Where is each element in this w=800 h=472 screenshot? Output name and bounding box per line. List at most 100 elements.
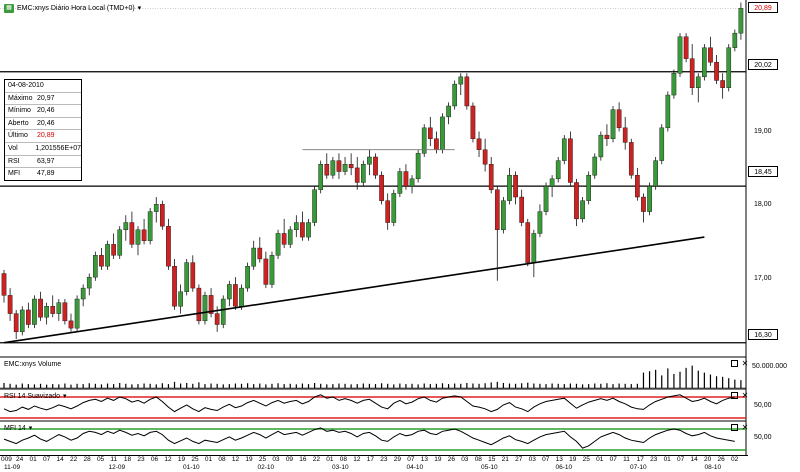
candle-body xyxy=(44,306,49,318)
candle-body xyxy=(367,156,372,165)
candle-body xyxy=(208,295,214,314)
volume-bar xyxy=(533,383,535,388)
volume-bar xyxy=(374,384,377,388)
close-icon[interactable]: ✕ xyxy=(741,359,749,368)
candle-body xyxy=(592,156,598,176)
close-icon[interactable]: ✕ xyxy=(741,423,749,432)
volume-bar xyxy=(466,382,468,388)
rsi-panel-title[interactable]: RSI 14 Suavizado ▾ xyxy=(4,392,67,401)
candle-body xyxy=(568,138,573,183)
candle-body xyxy=(360,164,366,183)
volume-bar xyxy=(253,384,255,388)
volume-bar xyxy=(423,383,425,388)
candle-body xyxy=(561,138,567,161)
time-axis-month-label: 06-10 xyxy=(555,464,573,471)
volume-bar xyxy=(350,384,352,388)
volume-bar xyxy=(612,384,614,388)
candle-body xyxy=(99,255,104,267)
volume-bar xyxy=(119,382,121,388)
candle-body xyxy=(354,167,360,183)
time-axis-day-label: 25 xyxy=(258,456,267,463)
volume-bar xyxy=(575,383,578,388)
time-axis-day-label: 21 xyxy=(501,456,509,463)
volume-bar xyxy=(137,384,139,388)
volume-bar xyxy=(594,383,596,388)
volume-bar xyxy=(88,383,90,388)
volume-bar xyxy=(636,383,638,388)
time-axis-day-label: 20 xyxy=(704,456,712,463)
minimize-icon[interactable] xyxy=(731,424,738,431)
time-axis-day-label: 19 xyxy=(245,456,253,463)
time-axis-day-label: 11 xyxy=(623,456,630,463)
volume-bar xyxy=(539,383,541,388)
volume-bar xyxy=(600,383,602,388)
volume-bar xyxy=(180,383,182,388)
volume-bar xyxy=(454,383,456,388)
candle-body xyxy=(111,244,116,256)
time-axis-day-label: 01 xyxy=(663,456,671,463)
candle-body xyxy=(574,182,579,220)
volume-bar xyxy=(685,367,687,388)
time-axis-day-label: 13 xyxy=(555,456,563,463)
volume-bar xyxy=(82,384,84,388)
candle-body xyxy=(738,8,744,34)
volume-bar xyxy=(484,383,486,388)
volume-bar xyxy=(472,383,474,388)
time-axis-day-label: 22 xyxy=(312,456,321,463)
volume-bar xyxy=(734,379,736,388)
minimize-icon[interactable] xyxy=(731,392,738,399)
time-axis-day-label: 01 xyxy=(204,456,213,463)
candle-body xyxy=(555,160,561,180)
candle-body xyxy=(74,298,80,329)
time-axis-day-label: 01 xyxy=(596,456,604,463)
time-axis-day-label: 27 xyxy=(515,456,523,463)
volume-bar xyxy=(624,383,626,388)
info-row-open: Aberto 20,46 xyxy=(5,116,81,130)
candle-body xyxy=(214,313,220,325)
info-row-rsi: RSI 63,97 xyxy=(5,154,81,168)
chevron-down-icon[interactable]: ▾ xyxy=(137,5,142,12)
volume-bar xyxy=(161,383,163,388)
chevron-down-icon[interactable]: ▾ xyxy=(28,425,33,432)
volume-bar xyxy=(441,383,444,388)
candle-body xyxy=(293,222,299,231)
mfi-panel-title[interactable]: MFI 14 ▾ xyxy=(4,424,33,433)
minimize-icon[interactable] xyxy=(731,360,738,367)
candle-body xyxy=(427,127,433,139)
volume-bar xyxy=(460,383,462,388)
time-axis-day-label: 07 xyxy=(542,456,550,463)
candle-body xyxy=(172,266,177,307)
candle-body xyxy=(141,229,147,241)
volume-bar xyxy=(295,384,297,388)
candle-body xyxy=(306,222,311,238)
time-axis-day-label: 18 xyxy=(123,456,132,463)
time-axis[interactable]: 009 24 01 07 14 22 28 05 11 18 23 06 12 19 25 01 08 12 19 2… xyxy=(0,455,748,472)
time-axis-day-label: 14 xyxy=(690,456,698,463)
volume-panel-title[interactable]: EMC:xnys Volume xyxy=(4,361,62,368)
candle-body xyxy=(409,178,415,187)
candle-body xyxy=(123,222,129,231)
volume-bar xyxy=(240,383,243,388)
volume-bar xyxy=(332,384,334,388)
close-icon[interactable]: ✕ xyxy=(741,391,749,400)
volume-bar xyxy=(703,372,705,388)
chart-title-bar[interactable]: ▦ EMC:xnys Diário Hora Local (TMD+0) ▾ xyxy=(4,2,141,14)
chevron-down-icon[interactable]: ▾ xyxy=(63,393,67,400)
candle-body xyxy=(507,174,512,201)
candle-body xyxy=(202,295,208,322)
time-axis-day-label: 09 xyxy=(285,456,294,463)
info-row-high: Máximo 20,97 xyxy=(5,91,81,105)
time-axis-day-label: 01 xyxy=(326,456,334,463)
time-axis-month-label: 04-10 xyxy=(406,464,424,471)
volume-bar xyxy=(106,383,109,388)
volume-bar xyxy=(362,383,364,388)
candle-body xyxy=(397,171,403,194)
candle-body xyxy=(519,196,524,223)
volume-bar xyxy=(502,382,504,388)
time-axis-day-label: 23 xyxy=(380,456,388,463)
candle-body xyxy=(659,127,665,161)
ticker-icon: ▦ xyxy=(4,3,14,13)
volume-bar xyxy=(435,383,438,388)
